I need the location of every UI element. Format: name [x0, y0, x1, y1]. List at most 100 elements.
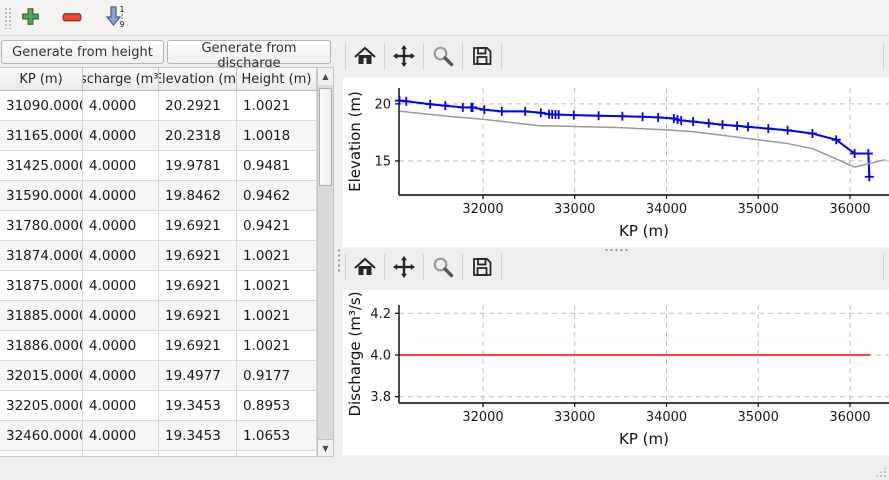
table-row: 32015.0000 4.0000 19.4977 0.9177	[0, 361, 317, 391]
table-cell[interactable]: 4.0000	[83, 391, 159, 421]
column-header[interactable]: Elevation (m)	[159, 68, 237, 91]
table-cell[interactable]: 1.0653	[237, 421, 317, 451]
column-header[interactable]: Discharge (m³/s)	[83, 68, 159, 91]
table-cell[interactable]: 31425.0000	[0, 151, 83, 181]
table-cell[interactable]: 20.2921	[159, 91, 237, 121]
table-cell[interactable]: 4.0000	[83, 211, 159, 241]
x-axis-label: KP (m)	[619, 222, 669, 240]
table-cell[interactable]: 4.0000	[83, 91, 159, 121]
home-button[interactable]	[350, 42, 380, 72]
table-cell[interactable]: 19.3453	[159, 421, 237, 451]
table-cell[interactable]: 20.2318	[159, 121, 237, 151]
sort-button[interactable]: 1 9	[100, 5, 130, 31]
table-cell[interactable]: 4.0000	[83, 181, 159, 211]
table-cell[interactable]: 1.0021	[237, 331, 317, 361]
table-cell[interactable]: 19.8462	[159, 181, 237, 211]
toolbar-separator	[883, 254, 884, 281]
table-cell[interactable]: 31874.0000	[0, 241, 83, 271]
window-resize-grip[interactable]	[875, 466, 887, 478]
table-cell[interactable]	[83, 451, 159, 456]
table-cell[interactable]: 4.0000	[83, 421, 159, 451]
table-header-row: KP (m)Discharge (m³/s)Elevation (m)Heigh…	[0, 68, 317, 91]
elevation-plot-toolbar	[344, 36, 889, 78]
table-cell[interactable]: 31885.0000	[0, 301, 83, 331]
table-cell[interactable]: 0.9421	[237, 211, 317, 241]
plus-marker	[864, 172, 874, 182]
table-cell[interactable]: 1.0021	[237, 301, 317, 331]
x-tick-label: 35000	[738, 410, 779, 425]
table-scrollbar[interactable]: ▲ ▼	[317, 68, 333, 456]
table-cell[interactable]: 31780.0000	[0, 211, 83, 241]
table-cell[interactable]: 1.0021	[237, 91, 317, 121]
pan-button[interactable]	[389, 42, 419, 72]
zoom-rect-button[interactable]	[428, 42, 458, 72]
column-header[interactable]: KP (m)	[0, 68, 83, 91]
table-cell[interactable]: 19.6921	[159, 331, 237, 361]
toolbar-grip-handle[interactable]	[4, 7, 12, 29]
delete-row-button[interactable]	[59, 5, 85, 31]
generate-from-discharge-button[interactable]: Generate from discharge	[167, 40, 331, 71]
save-figure-button[interactable]	[467, 42, 497, 72]
x-tick-label: 36000	[829, 202, 870, 217]
table-cell[interactable]	[159, 451, 237, 456]
save-figure-button[interactable]	[467, 253, 497, 283]
toolbar-separator	[345, 43, 346, 70]
table-cell[interactable]: 32015.0000	[0, 361, 83, 391]
table-cell[interactable]: 19.6921	[159, 271, 237, 301]
plus-marker	[468, 102, 477, 112]
generate-from-height-button[interactable]: Generate from height	[1, 40, 164, 64]
toolbar-separator	[883, 43, 884, 70]
table-cell[interactable]: 31090.0000	[0, 91, 83, 121]
table-cell[interactable]: 31886.0000	[0, 331, 83, 361]
table-cell[interactable]: 0.9462	[237, 181, 317, 211]
table-cell[interactable]: 31590.0000	[0, 181, 83, 211]
table-cell[interactable]: 32205.0000	[0, 391, 83, 421]
table-cell[interactable]: 19.6921	[159, 241, 237, 271]
toolbar-separator	[501, 43, 502, 70]
zoom-rect-button[interactable]	[428, 253, 458, 283]
vertical-splitter-handle[interactable]	[334, 36, 344, 480]
table-cell[interactable]: 1.0021	[237, 241, 317, 271]
pan-button[interactable]	[389, 253, 419, 283]
plus-marker	[479, 105, 489, 115]
table-cell[interactable]: 19.6921	[159, 301, 237, 331]
table-cell[interactable]: 4.0000	[83, 121, 159, 151]
scrollbar-thumb[interactable]	[319, 88, 332, 186]
table-row: 31874.0000 4.0000 19.6921 1.0021	[0, 241, 317, 271]
table-cell[interactable]: 4.0000	[83, 151, 159, 181]
table-cell[interactable]	[237, 451, 317, 456]
table-cell[interactable]: 0.9177	[237, 361, 317, 391]
table-cell[interactable]: 4.0000	[83, 301, 159, 331]
horizontal-splitter-handle[interactable]	[344, 246, 889, 253]
table-cell[interactable]: 19.3453	[159, 391, 237, 421]
discharge-chart-canvas[interactable]: 32000 33000 34000 35000 36000 3.8 4.0 4.2 KP (m)…	[343, 290, 889, 455]
plus-marker	[783, 125, 793, 135]
table-cell[interactable]: 4.0000	[83, 361, 159, 391]
table-cell[interactable]: 32460.0000	[0, 421, 83, 451]
table-cell[interactable]: 1.0018	[237, 121, 317, 151]
table-row: 31165.0000 4.0000 20.2318 1.0018	[0, 121, 317, 151]
table-cell[interactable]: 1.0021	[237, 271, 317, 301]
elevation-chart-canvas[interactable]: 32000 33000 34000 35000 36000 15 20 KP (m) Eleva…	[343, 78, 889, 247]
scrollbar-down-button[interactable]: ▼	[318, 439, 333, 456]
home-button[interactable]	[350, 253, 380, 283]
table-cell[interactable]: 0.8953	[237, 391, 317, 421]
table-cell[interactable]: 19.6921	[159, 211, 237, 241]
table-cell[interactable]: 19.9781	[159, 151, 237, 181]
plus-icon	[21, 7, 40, 29]
table-cell[interactable]: 4.0000	[83, 271, 159, 301]
column-header[interactable]: Height (m)	[237, 68, 317, 91]
svg-text:1: 1	[120, 5, 125, 14]
table-cell[interactable]	[0, 451, 83, 456]
table-cell[interactable]: 4.0000	[83, 331, 159, 361]
table-cell[interactable]: 0.9481	[237, 151, 317, 181]
table-cell[interactable]: 31165.0000	[0, 121, 83, 151]
table-cell[interactable]: 19.4977	[159, 361, 237, 391]
scrollbar-up-button[interactable]: ▲	[318, 68, 333, 85]
table-cell[interactable]: 31875.0000	[0, 271, 83, 301]
pan-icon	[392, 255, 416, 282]
table-row: 31885.0000 4.0000 19.6921 1.0021	[0, 301, 317, 331]
add-row-button[interactable]	[17, 5, 43, 31]
plus-marker	[743, 122, 753, 132]
table-cell[interactable]: 4.0000	[83, 241, 159, 271]
